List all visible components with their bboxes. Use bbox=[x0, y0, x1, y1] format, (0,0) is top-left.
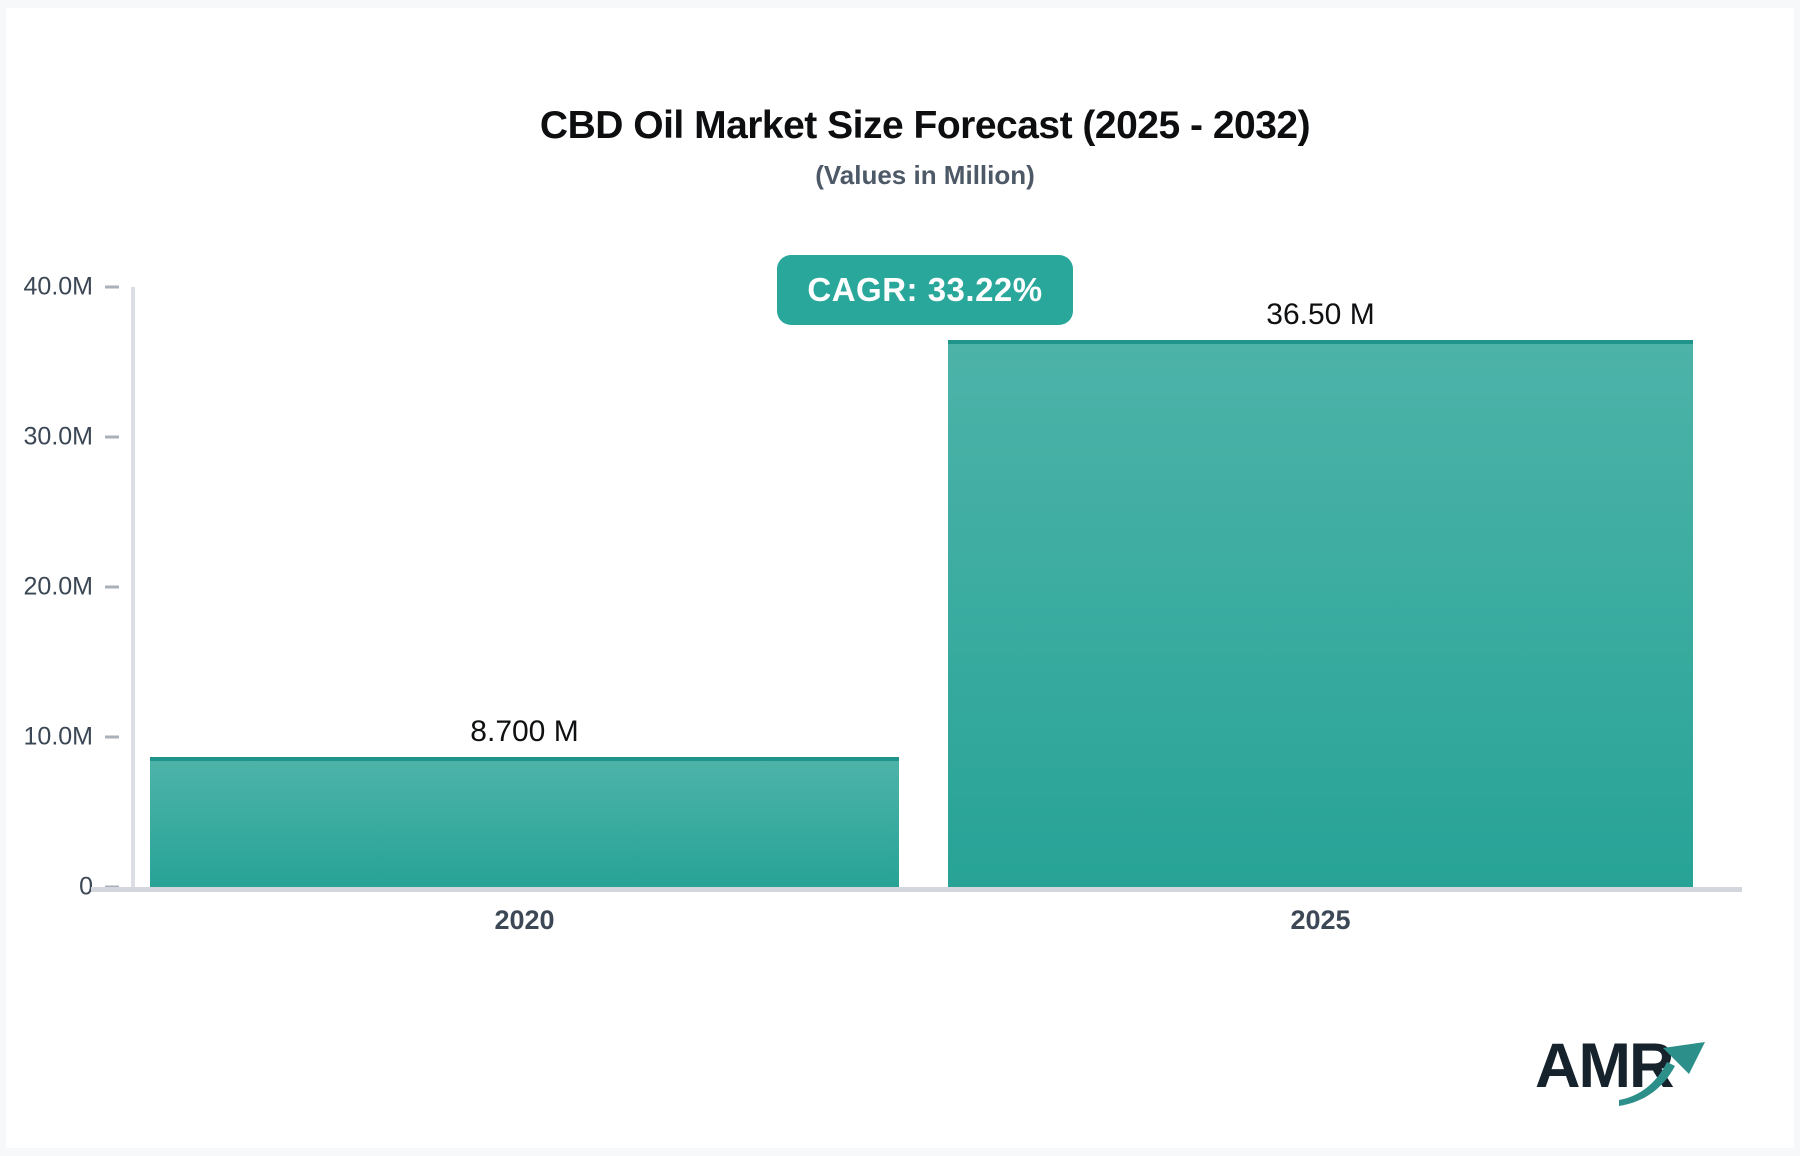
bar-2025[interactable] bbox=[948, 339, 1693, 887]
y-tick-label: 10.0M bbox=[23, 722, 93, 751]
tick-mark bbox=[105, 735, 119, 739]
y-tick-label: 40.0M bbox=[23, 272, 93, 301]
y-axis-tick: 20.0M bbox=[6, 573, 119, 602]
y-axis-tick: 30.0M bbox=[6, 423, 119, 452]
cagr-badge: CAGR: 33.22% bbox=[777, 255, 1073, 325]
y-tick-label: 0 bbox=[79, 872, 93, 901]
bar-group-2020: 8.700 M 2020 bbox=[150, 287, 899, 935]
bar-group-2025: 36.50 M 2025 bbox=[948, 287, 1693, 935]
y-axis-line bbox=[131, 287, 135, 887]
x-tick-label: 2020 bbox=[494, 905, 555, 935]
bar-2020[interactable] bbox=[150, 756, 899, 887]
y-axis-tick: 40.0M bbox=[6, 273, 119, 302]
cagr-badge-row: CAGR: 33.22% bbox=[56, 255, 1794, 325]
tick-mark bbox=[105, 285, 119, 289]
x-tick-label: 2025 bbox=[1290, 905, 1351, 935]
y-tick-label: 20.0M bbox=[23, 572, 93, 601]
tick-mark bbox=[105, 435, 119, 439]
bar-value-label: 36.50 M bbox=[1266, 297, 1375, 331]
plot-area: 8.700 M 2020 36.50 M 2025 bbox=[91, 287, 1742, 935]
y-axis-tick: 10.0M bbox=[6, 723, 119, 752]
chart-subtitle: (Values in Million) bbox=[815, 160, 1035, 190]
chart-title: CBD Oil Market Size Forecast (2025 - 203… bbox=[539, 104, 1311, 147]
amr-logo: AMR bbox=[1535, 1030, 1715, 1118]
x-axis-line bbox=[91, 887, 1742, 892]
tick-mark bbox=[105, 585, 119, 589]
chart-card: CBD Oil Market Size Forecast (2025 - 203… bbox=[6, 8, 1794, 1148]
bar-value-label: 8.700 M bbox=[470, 714, 579, 748]
y-axis: 40.0M 30.0M 20.0M 10.0M 0 bbox=[6, 273, 119, 901]
y-tick-label: 30.0M bbox=[23, 422, 93, 451]
trend-up-arrow-icon bbox=[1619, 1042, 1705, 1106]
